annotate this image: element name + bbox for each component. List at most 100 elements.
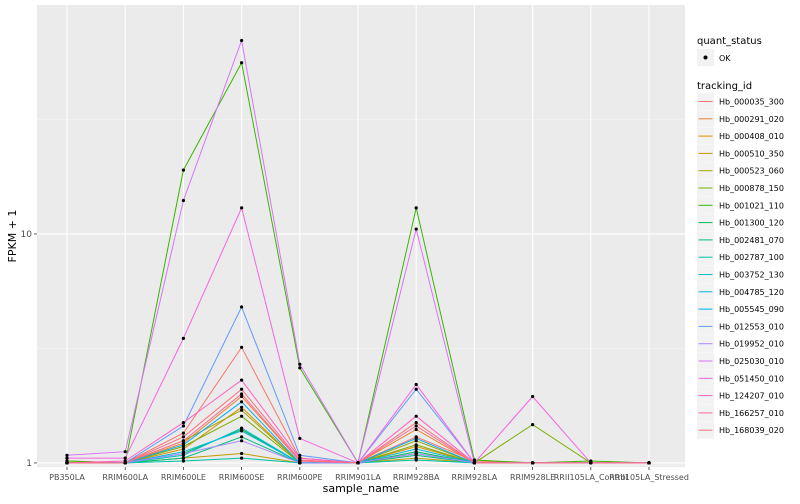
data-point-Hb_168039_020 — [356, 461, 360, 465]
legend-shape-title: quant_status — [697, 36, 762, 47]
data-point-Hb_168039_020 — [65, 461, 69, 465]
data-point-Hb_005545_090 — [414, 436, 418, 440]
data-point-Hb_025030_010 — [123, 450, 127, 454]
x-tick-label: RRII105LA_Stressed — [609, 473, 689, 482]
x-axis: PB350LA RRIM600LA RRIM600LE RRIM600SE RRIM60… — [49, 467, 689, 482]
data-point-Hb_051450_010 — [65, 456, 69, 460]
data-point-Hb_001021_110 — [298, 366, 302, 370]
data-point-Hb_004785_120 — [414, 447, 418, 451]
x-tick-label: RRIM928BA — [393, 473, 440, 482]
x-tick-label: RRIM901LA — [335, 473, 381, 482]
data-point-Hb_025030_010 — [240, 38, 244, 43]
data-points — [65, 38, 651, 465]
legend-label: Hb_000035_300 — [719, 98, 784, 107]
grid — [37, 5, 685, 467]
legend-label: Hb_124207_010 — [719, 392, 784, 401]
legend-label: Hb_002787_100 — [719, 253, 784, 262]
plot-panel — [37, 5, 685, 467]
data-point-Hb_005545_090 — [181, 443, 185, 447]
data-point-Hb_002481_070 — [240, 435, 244, 439]
data-point-Hb_012553_010 — [181, 424, 185, 428]
x-tick-label: RRIM928LA — [452, 473, 498, 482]
legend-label: Hb_051450_010 — [719, 374, 784, 383]
data-point-Hb_168039_020 — [531, 461, 535, 465]
legend-label: Hb_000510_350 — [719, 149, 784, 158]
y-axis: 1 10 — [21, 230, 37, 469]
y-axis-title: FPKM + 1 — [6, 210, 19, 263]
x-tick-label: RRIM600LA — [102, 473, 148, 482]
data-point-Hb_005545_090 — [240, 400, 244, 404]
data-point-Hb_012553_010 — [414, 387, 418, 391]
x-tick-label: RRIM600PE — [277, 473, 323, 482]
x-tick-label: PB350LA — [49, 473, 85, 482]
legend-items: Hb_000035_300 Hb_000291_020 Hb_000408_010 H… — [697, 93, 784, 439]
data-point-Hb_168039_020 — [414, 421, 418, 425]
data-point-Hb_025030_010 — [181, 198, 185, 203]
data-point-Hb_124207_010 — [414, 414, 418, 418]
data-point-Hb_000408_010 — [181, 447, 185, 451]
x-tick-label: RRIM928LE — [510, 473, 555, 482]
data-point-Hb_168039_020 — [589, 461, 593, 465]
data-point-Hb_000291_020 — [240, 394, 244, 399]
data-point-Hb_001021_110 — [181, 168, 185, 172]
data-point-Hb_012553_010 — [298, 453, 302, 457]
x-axis-title: sample_name — [323, 482, 400, 495]
legend-color-title: tracking_id — [697, 81, 752, 92]
legend-label: Hb_003752_130 — [719, 271, 784, 280]
data-point-Hb_001021_110 — [472, 458, 476, 462]
legend-label: Hb_012553_010 — [719, 322, 784, 331]
data-point-Hb_025030_010 — [414, 227, 418, 231]
data-point-Hb_168039_020 — [298, 458, 302, 462]
data-point-Hb_051450_010 — [298, 436, 302, 440]
y-tick-label: 10 — [21, 230, 33, 240]
legend-label: Hb_001300_120 — [719, 219, 784, 228]
data-point-Hb_002787_100 — [414, 458, 418, 462]
legend-label: Hb_000878_150 — [719, 184, 784, 193]
data-point-Hb_000878_150 — [414, 443, 418, 447]
data-point-Hb_166257_010 — [414, 424, 418, 428]
legend-label: Hb_005545_090 — [719, 305, 784, 314]
legend-label: Hb_025030_010 — [719, 357, 784, 366]
legend-label: Hb_166257_010 — [719, 409, 784, 418]
data-point-Hb_166257_010 — [240, 392, 244, 396]
data-point-Hb_000035_300 — [240, 345, 244, 349]
data-point-Hb_000523_060 — [240, 408, 244, 412]
data-point-Hb_168039_020 — [123, 461, 127, 465]
data-point-Hb_000878_150 — [240, 414, 244, 418]
legend-label: Hb_002481_070 — [719, 236, 784, 245]
y-tick-label: 1 — [26, 459, 32, 469]
legend-label: Hb_001021_110 — [719, 201, 784, 210]
data-point-Hb_000878_150 — [531, 423, 535, 427]
legend-shape-label: OK — [719, 54, 731, 63]
data-point-Hb_019952_010 — [181, 451, 185, 456]
data-point-Hb_168039_020 — [181, 435, 185, 439]
data-point-Hb_002481_070 — [181, 456, 185, 460]
data-point-Hb_019952_010 — [240, 439, 244, 443]
x-tick-label: RRIM600SE — [219, 473, 265, 482]
data-point-Hb_000510_350 — [240, 451, 244, 456]
data-point-Hb_051450_010 — [414, 382, 418, 387]
legend-label: Hb_004785_120 — [719, 288, 784, 297]
legend-label: Hb_000523_060 — [719, 167, 784, 176]
legend-label: Hb_168039_020 — [719, 426, 784, 435]
legend-label: Hb_019952_010 — [719, 340, 784, 349]
data-point-Hb_002787_100 — [240, 456, 244, 460]
data-point-Hb_002787_100 — [181, 459, 185, 463]
data-point-Hb_025030_010 — [65, 453, 69, 457]
data-point-Hb_051450_010 — [531, 394, 535, 399]
data-point-Hb_000408_010 — [240, 405, 244, 409]
data-point-Hb_124207_010 — [181, 421, 185, 425]
data-point-Hb_012553_010 — [240, 305, 244, 309]
data-point-Hb_051450_010 — [181, 336, 185, 340]
data-point-Hb_001021_110 — [240, 61, 244, 65]
x-tick-label: RRII105LA_Control — [554, 473, 628, 482]
legend-label: Hb_000408_010 — [719, 132, 784, 141]
data-point-Hb_004785_120 — [240, 429, 244, 433]
legend-ok-point — [703, 55, 708, 60]
legend: quant_status OK tracking_id Hb_000035_30… — [697, 36, 784, 439]
data-point-Hb_168039_020 — [647, 461, 651, 465]
data-point-Hb_000035_300 — [181, 431, 185, 435]
data-point-Hb_019952_010 — [414, 451, 418, 456]
data-point-Hb_051450_010 — [123, 456, 127, 460]
